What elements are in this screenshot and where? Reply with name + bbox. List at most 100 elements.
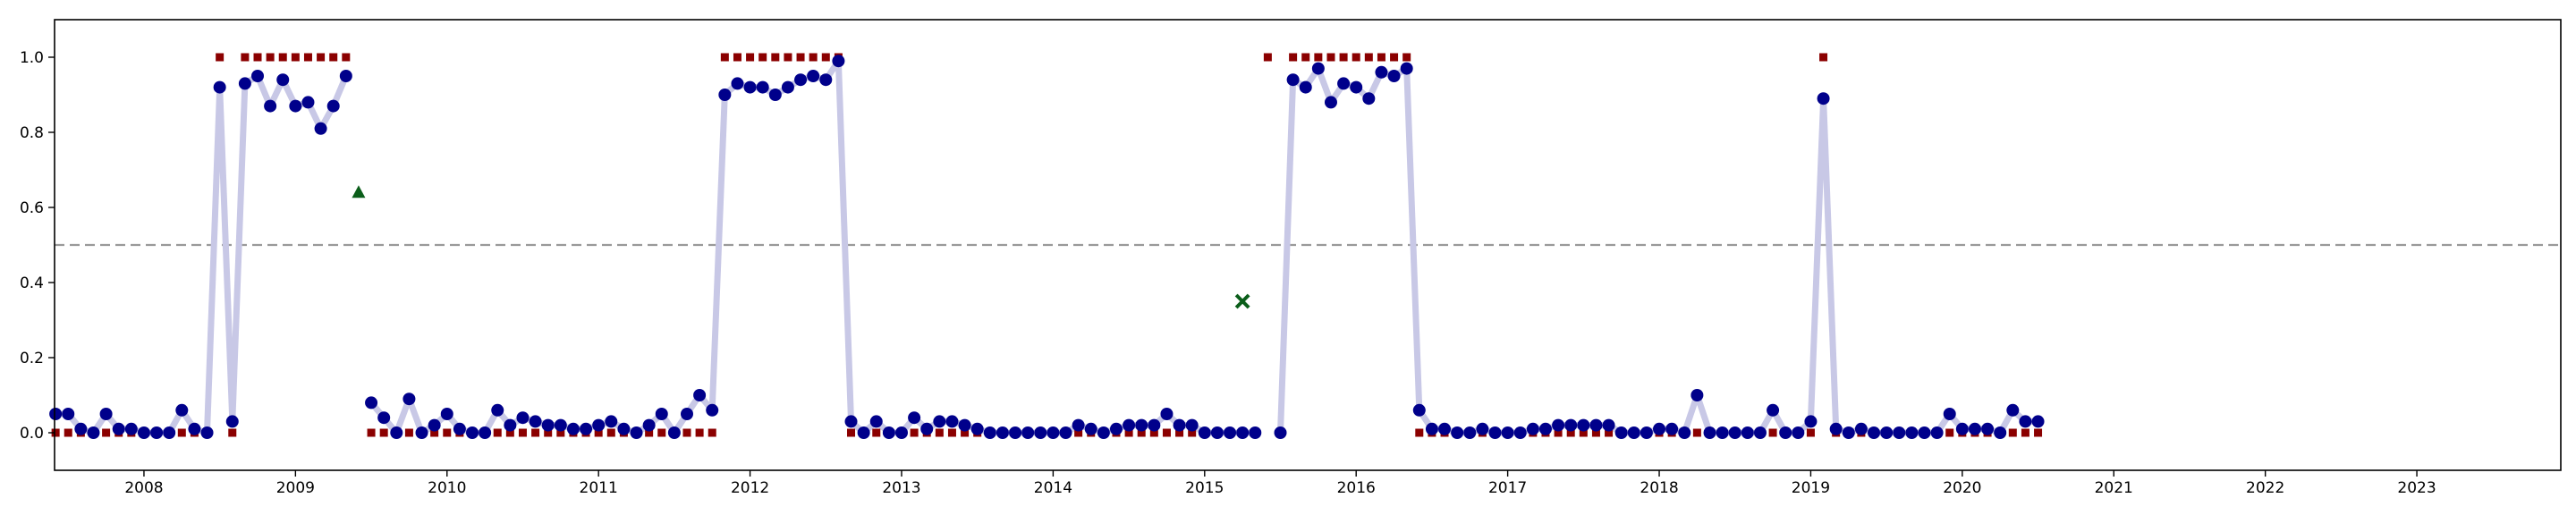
- probability-point: [428, 418, 441, 432]
- label-square-marker: [784, 53, 792, 62]
- probability-point: [983, 426, 996, 439]
- x-tick-label: 2009: [276, 479, 315, 497]
- label-square-marker: [1605, 428, 1614, 437]
- probability-point: [1653, 422, 1666, 435]
- label-square-marker: [1289, 53, 1298, 62]
- label-square-marker: [544, 428, 553, 437]
- label-square-marker: [266, 53, 275, 62]
- probability-point: [1299, 80, 1312, 94]
- label-square-marker: [1768, 428, 1777, 437]
- probability-point: [832, 55, 845, 68]
- label-square-marker: [404, 428, 413, 437]
- probability-point: [807, 70, 820, 82]
- probability-point: [276, 73, 290, 87]
- probability-point: [529, 415, 542, 428]
- label-square-marker: [1591, 428, 1600, 437]
- label-square-marker: [847, 428, 856, 437]
- probability-point: [1703, 426, 1716, 439]
- probability-point: [693, 389, 707, 401]
- probability-point: [1009, 426, 1022, 439]
- x-tick-label: 2020: [1943, 479, 1981, 497]
- probability-point: [62, 408, 75, 420]
- probability-point: [680, 408, 693, 420]
- probability-point: [1753, 426, 1767, 439]
- probability-point: [466, 426, 479, 439]
- label-square-marker: [303, 53, 312, 62]
- label-square-marker: [443, 428, 452, 437]
- label-square-marker: [682, 428, 691, 437]
- probability-point: [1779, 426, 1792, 439]
- probability-point: [1311, 62, 1325, 75]
- label-square-marker: [733, 53, 741, 62]
- probability-point: [1880, 426, 1894, 439]
- probability-point: [655, 408, 668, 420]
- probability-point: [1046, 426, 1060, 439]
- data-marker-layer: [49, 53, 2045, 439]
- label-square-marker: [367, 428, 376, 437]
- y-tick-label: 0.6: [20, 199, 44, 217]
- probability-point: [844, 415, 858, 428]
- label-square-marker: [2034, 428, 2043, 437]
- probability-point: [642, 418, 656, 432]
- probability-point: [731, 77, 744, 90]
- label-square-marker: [329, 53, 338, 62]
- special-triangle-marker: [352, 185, 366, 198]
- probability-point: [1767, 403, 1780, 417]
- probability-point: [516, 411, 530, 425]
- label-square-marker: [1579, 428, 1588, 437]
- y-tick-label: 0.4: [20, 274, 44, 292]
- probability-point: [541, 418, 555, 432]
- probability-point: [163, 426, 176, 439]
- probability-point: [390, 426, 403, 439]
- probability-point: [1905, 426, 1919, 439]
- label-square-marker: [278, 53, 287, 62]
- probability-point: [857, 426, 870, 439]
- probability-point: [1526, 422, 1539, 435]
- probability-point: [1362, 92, 1376, 106]
- probability-point: [1072, 418, 1085, 432]
- probability-point: [1589, 418, 1603, 432]
- probability-point: [756, 80, 769, 94]
- probability-point: [1224, 426, 1237, 439]
- label-square-marker: [317, 53, 326, 62]
- probability-point: [1981, 422, 1995, 435]
- label-square-marker: [645, 428, 654, 437]
- probability-point: [188, 422, 201, 435]
- label-square-marker: [1819, 53, 1828, 62]
- probability-point: [1097, 426, 1110, 439]
- probability-point: [1968, 422, 1981, 435]
- probability-point: [314, 122, 327, 135]
- label-square-marker: [594, 428, 603, 437]
- label-square-marker: [1188, 428, 1197, 437]
- probability-point: [1640, 426, 1653, 439]
- probability-point: [1943, 408, 1956, 420]
- label-square-marker: [1352, 53, 1360, 62]
- probability-point: [996, 426, 1009, 439]
- label-square-marker: [1945, 428, 1954, 437]
- label-square-marker: [796, 53, 805, 62]
- probability-point: [1274, 426, 1287, 439]
- probability-point: [377, 411, 391, 425]
- label-square-marker: [253, 53, 262, 62]
- x-tick-label: 2011: [580, 479, 618, 497]
- probability-point: [667, 426, 681, 439]
- special-x-marker: [1234, 293, 1250, 309]
- probability-point: [1337, 77, 1351, 90]
- probability-point: [933, 415, 946, 428]
- x-tick-label: 2023: [2397, 479, 2436, 497]
- probability-point: [213, 80, 226, 94]
- probability-point: [200, 426, 214, 439]
- y-tick-label: 1.0: [20, 49, 44, 67]
- probability-point: [2019, 415, 2032, 428]
- probability-point: [402, 393, 416, 406]
- label-square-marker: [1314, 53, 1323, 62]
- probability-point: [970, 422, 984, 435]
- probability-point: [958, 418, 971, 432]
- probability-point: [1918, 426, 1931, 439]
- label-square-marker: [2008, 428, 2017, 437]
- probability-point: [491, 403, 504, 417]
- probability-point: [1829, 422, 1843, 435]
- probability-point: [945, 415, 959, 428]
- probability-point: [781, 80, 794, 94]
- x-tick-label: 2015: [1185, 479, 1224, 497]
